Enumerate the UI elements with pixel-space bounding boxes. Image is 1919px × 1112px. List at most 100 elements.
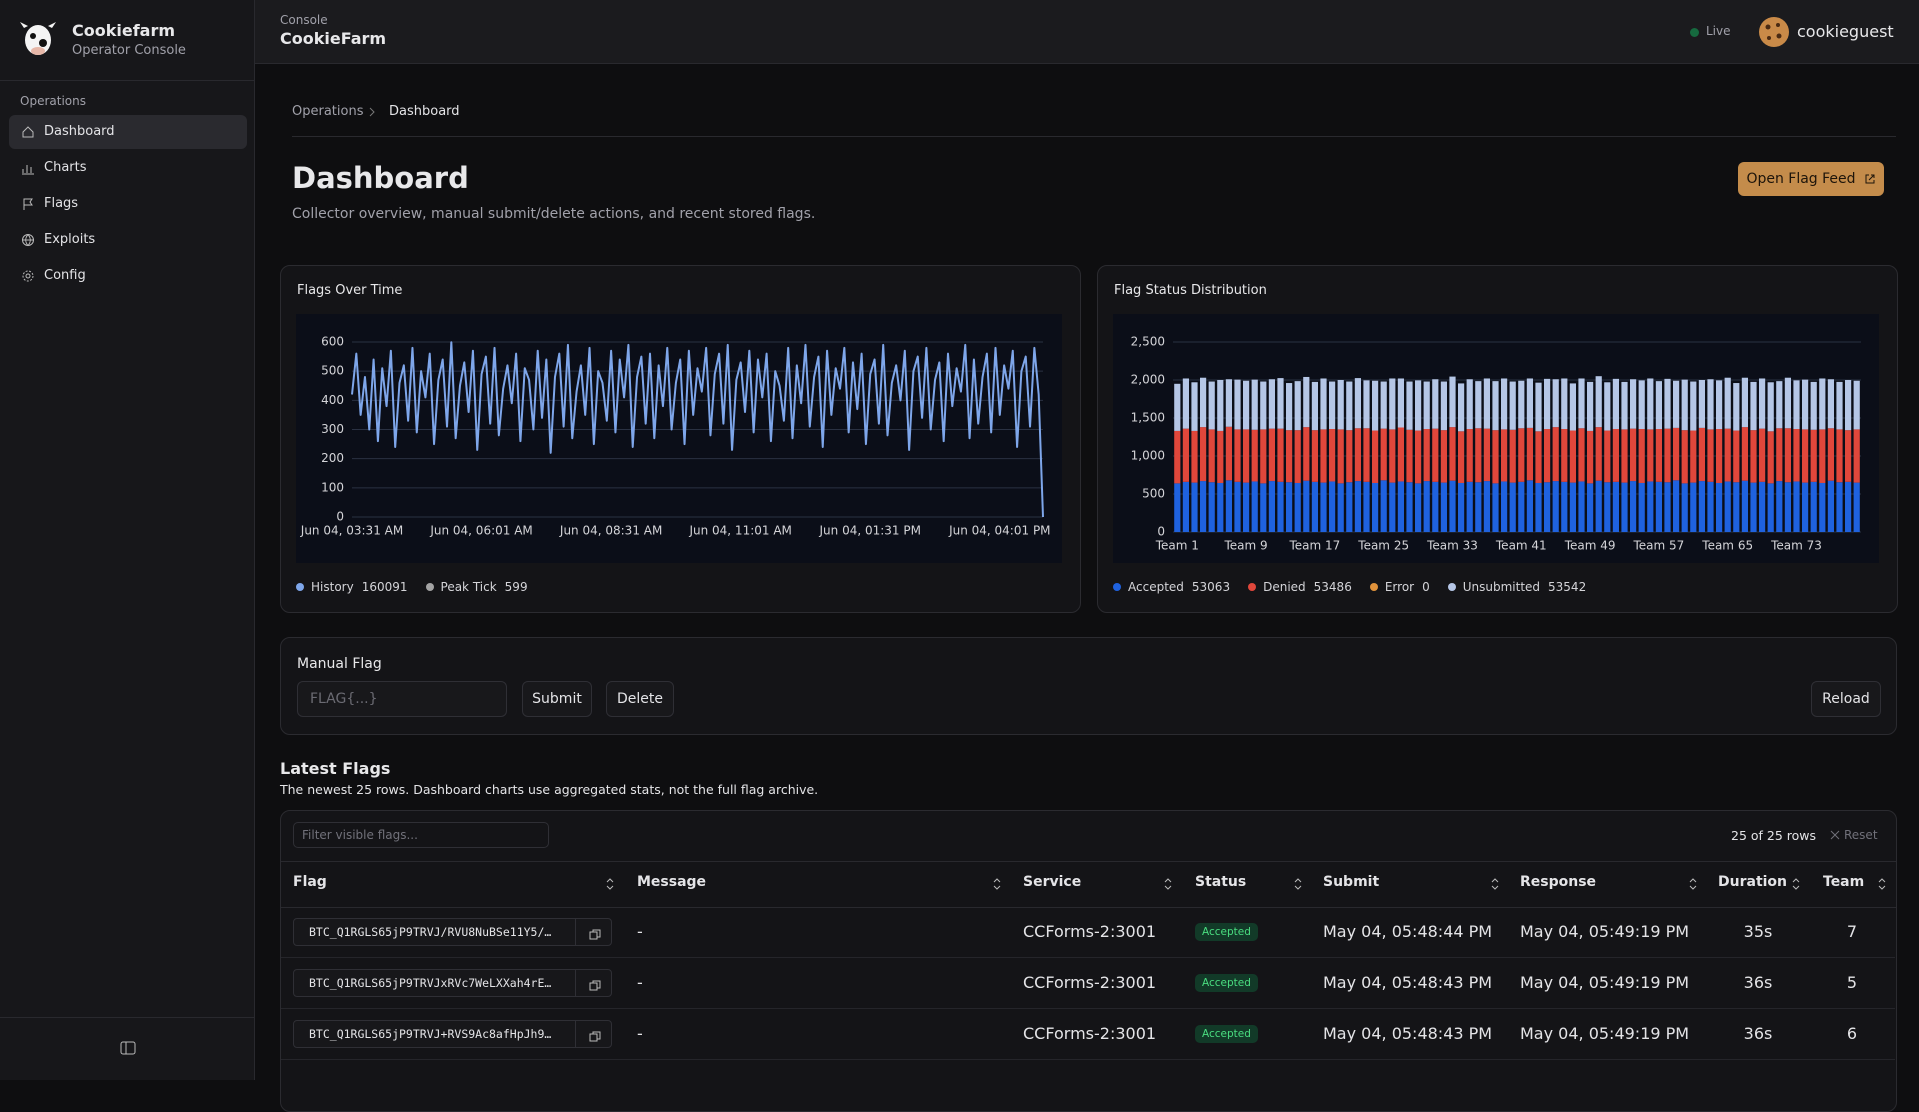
nav-item[interactable]: Flags — [9, 187, 247, 221]
bar-segment — [1793, 380, 1800, 430]
legend-item: Error 0 — [1369, 580, 1430, 594]
status: Live — [1706, 24, 1731, 38]
breadcrumb-item[interactable]: Operations — [292, 104, 364, 119]
open-flag-feed-button[interactable]: Open Flag Feed — [1738, 162, 1884, 196]
bar-segment — [1759, 378, 1766, 429]
sort-button[interactable] — [605, 876, 615, 890]
card-title: Manual Flag — [297, 656, 382, 672]
sort-button[interactable] — [1791, 876, 1801, 890]
bar-segment — [1320, 429, 1327, 483]
copy-button[interactable] — [589, 977, 601, 991]
table-card: Filter visible flags... 25 of 25 rows Re… — [280, 810, 1897, 1112]
button-label: Open Flag Feed — [1746, 171, 1856, 187]
bar-segment — [1174, 383, 1181, 431]
bar-segment — [1251, 429, 1258, 482]
bar-segment — [1698, 427, 1705, 482]
bar-segment — [1225, 379, 1232, 427]
legend-item: Unsubmitted 53542 — [1447, 580, 1586, 594]
sort-button[interactable] — [1163, 876, 1173, 890]
sidebar: Cookiefarm Operator Console Operations D… — [0, 0, 255, 1080]
flag-input[interactable]: FLAG{...} — [297, 681, 507, 717]
submit-button[interactable]: Submit — [522, 681, 592, 717]
legend-label: Peak Tick — [440, 580, 497, 594]
nav-item[interactable]: Config — [9, 259, 247, 293]
filter-input[interactable]: Filter visible flags... — [293, 822, 549, 848]
section-title: Latest Flags — [280, 759, 391, 778]
copy-button[interactable] — [589, 1028, 601, 1042]
nav-label: Flags — [44, 196, 79, 211]
bar-segment — [1810, 481, 1817, 532]
bar-segment — [1733, 482, 1740, 532]
bar-segment — [1544, 482, 1551, 532]
bar-segment — [1432, 481, 1439, 532]
bar-segment — [1260, 381, 1267, 430]
bar-segment — [1260, 483, 1267, 532]
flag-chip: BTC_Q1RGLS65jP9TRVJ+RVS9Ac8afHpJh9… — [293, 1020, 612, 1048]
bar-segment — [1784, 428, 1791, 483]
page-title: Dashboard — [292, 161, 469, 195]
manual-flag-card: Manual Flag FLAG{...} Submit Delete Relo… — [280, 637, 1897, 735]
bar-segment — [1466, 429, 1473, 482]
bar-segment — [1759, 428, 1766, 482]
bar-segment — [1845, 481, 1852, 532]
bar-segment — [1587, 430, 1594, 484]
breadcrumb-separator — [369, 107, 375, 117]
bar-segment — [1518, 428, 1525, 482]
bar-segment — [1630, 481, 1637, 532]
bar-segment — [1182, 428, 1189, 482]
x-tick-label: Team 73 — [1770, 539, 1822, 553]
bar-segment — [1423, 429, 1430, 482]
bar-segment — [1234, 481, 1241, 532]
reset-button[interactable]: Reset — [1844, 828, 1878, 842]
bar-segment — [1647, 429, 1654, 482]
bar-segment — [1191, 430, 1198, 483]
y-tick-label: 0 — [1157, 525, 1165, 539]
legend-value: 599 — [504, 580, 528, 594]
sort-button[interactable] — [1293, 876, 1303, 890]
bar-segment — [1277, 428, 1284, 482]
separator — [575, 919, 576, 945]
nav-item[interactable]: Exploits — [9, 223, 247, 257]
sort-button[interactable] — [1877, 876, 1887, 890]
y-tick-label: 300 — [321, 422, 344, 436]
bar-segment — [1827, 379, 1834, 429]
chart-title: Flag Status Distribution — [1114, 283, 1267, 298]
sort-button[interactable] — [1490, 876, 1500, 890]
sort-button[interactable] — [1688, 876, 1698, 890]
bar-segment — [1243, 429, 1250, 483]
bar-segment — [1191, 482, 1198, 532]
sidebar-toggle[interactable] — [120, 1041, 136, 1055]
username[interactable]: cookieguest — [1797, 22, 1894, 41]
y-tick-label: 2,000 — [1131, 373, 1165, 387]
bar-segment — [1810, 381, 1817, 430]
bar-segment — [1544, 378, 1551, 430]
bar-segment — [1535, 382, 1542, 432]
bar-segment — [1733, 383, 1740, 431]
service: CCForms-2:3001 — [1023, 1024, 1157, 1043]
bar-segment — [1397, 481, 1404, 532]
legend-label: Accepted — [1128, 580, 1184, 594]
nav-item[interactable]: Charts — [9, 151, 247, 185]
bar-segment — [1716, 482, 1723, 532]
delete-button[interactable]: Delete — [606, 681, 674, 717]
bar-segment — [1268, 428, 1275, 482]
avatar[interactable] — [1758, 16, 1790, 48]
copy-button[interactable] — [589, 926, 601, 940]
bar-segment — [1535, 482, 1542, 532]
bar-segment — [1208, 381, 1215, 430]
x-tick-label: Team 17 — [1288, 539, 1340, 553]
bar-segment — [1836, 482, 1843, 532]
nav-item[interactable]: Dashboard — [9, 115, 247, 149]
column-header: Status — [1195, 874, 1247, 890]
bar-segment — [1604, 482, 1611, 532]
bar-segment — [1827, 428, 1834, 481]
sort-button[interactable] — [992, 876, 1002, 890]
bar-segment — [1389, 429, 1396, 483]
bar-segment — [1380, 381, 1387, 429]
bar-segment — [1303, 480, 1310, 532]
nav-label: Exploits — [44, 232, 96, 247]
reload-button[interactable]: Reload — [1811, 681, 1881, 717]
bar-segment — [1595, 376, 1602, 428]
separator — [575, 1021, 576, 1047]
